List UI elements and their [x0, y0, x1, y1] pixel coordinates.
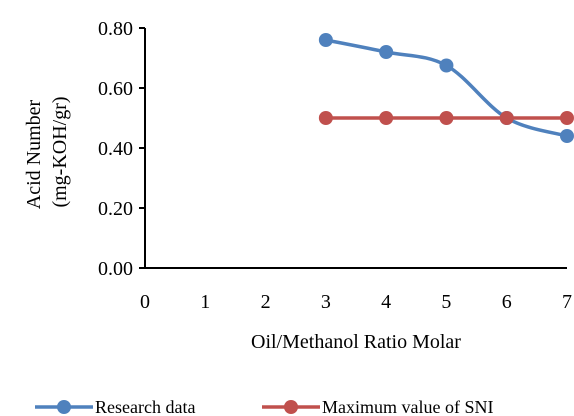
x-tick-label: 2: [261, 291, 271, 313]
y-tick-label: 0.40: [98, 138, 133, 160]
data-point: [318, 111, 333, 125]
x-tick-label: 6: [502, 291, 512, 313]
series-2: [318, 111, 574, 125]
legend-item: Maximum value of SNI: [262, 397, 493, 416]
data-point: [379, 111, 394, 125]
x-axis-title: Oil/Methanol Ratio Molar: [251, 331, 461, 353]
legend-swatch-marker: [284, 400, 298, 414]
y-tick-label: 0.60: [98, 78, 133, 100]
data-point: [560, 111, 574, 125]
x-tick-label: 7: [562, 291, 572, 313]
x-tick-label: 3: [321, 291, 331, 313]
data-point: [560, 129, 574, 143]
data-point: [439, 111, 454, 125]
x-tick-label: 1: [200, 291, 210, 313]
y-axis-title-line-1: Acid Number: [23, 99, 45, 209]
axes: [144, 28, 567, 269]
y-tick-label: 0.20: [98, 198, 133, 220]
data-point: [439, 58, 454, 73]
legend-label: Research data: [95, 397, 195, 416]
data-point: [379, 45, 394, 59]
legend-label: Maximum value of SNI: [322, 397, 493, 416]
x-tick-label: 0: [140, 291, 150, 313]
x-tick-label: 5: [441, 291, 451, 313]
x-tick-label: 4: [381, 291, 391, 313]
y-tick-label: 0.80: [98, 18, 133, 40]
data-point: [499, 111, 514, 125]
legend-swatch-marker: [57, 400, 71, 414]
y-tick-label: 0.00: [98, 258, 133, 280]
x-ticks: 0 1 2 3 4 5 6 7: [140, 291, 572, 313]
y-axis-title-line-2: (mg-KOH/gr): [49, 96, 71, 207]
legend-item: Research data: [35, 397, 195, 416]
series-layer: [318, 33, 574, 143]
data-point: [318, 33, 333, 47]
y-ticks: 0.00 0.20 0.40 0.60 0.80: [98, 18, 145, 280]
y-axis-title: Acid Number (mg-KOH/gr): [23, 95, 71, 209]
legend: Research data Maximum value of SNI: [35, 397, 493, 416]
series-1: [318, 33, 574, 143]
